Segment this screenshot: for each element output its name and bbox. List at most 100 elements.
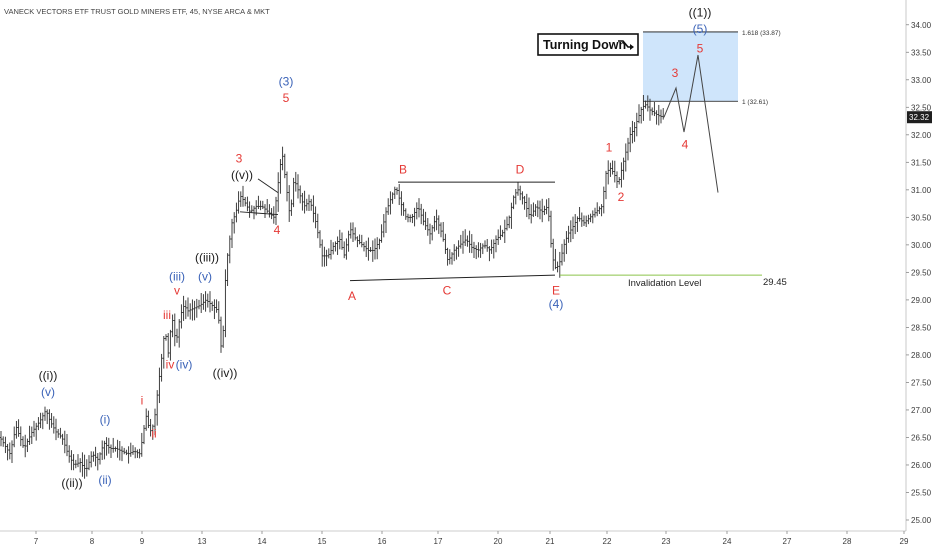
last-price-tag	[907, 111, 932, 124]
ohlc-bar	[48, 409, 51, 430]
ohlc-bar	[380, 224, 383, 243]
ohlc-bar	[543, 205, 546, 216]
wave-label: ii	[151, 426, 156, 440]
time-tick-label: 15	[318, 537, 327, 546]
time-tick-label: 9	[140, 537, 145, 546]
ohlc-bar	[521, 191, 524, 205]
wave-label: B	[399, 162, 407, 176]
price-tick-label: 30.50	[911, 213, 932, 222]
ohlc-bar	[413, 207, 416, 227]
wave-label: 5	[283, 91, 290, 105]
ohlc-bar	[620, 162, 623, 188]
wave-label: D	[516, 162, 525, 176]
ohlc-bar	[402, 202, 405, 216]
ohlc-bar	[479, 242, 482, 258]
ohlc-bar	[314, 206, 317, 229]
fib-level-label: 1.618 (33.87)	[742, 30, 781, 37]
ohlc-bar	[565, 231, 568, 255]
ohlc-bar	[369, 247, 372, 253]
price-tick-label: 29.00	[911, 296, 932, 305]
price-tick-label: 27.00	[911, 406, 932, 415]
ohlc-bar	[281, 146, 284, 171]
wave-label: v	[174, 283, 180, 297]
price-tick-label: 25.00	[911, 516, 932, 525]
ohlc-bar	[576, 216, 579, 232]
ohlc-bar	[468, 230, 471, 253]
time-tick-label: 24	[723, 537, 732, 546]
price-tick-label: 33.00	[911, 76, 932, 85]
wave-label: E	[552, 283, 560, 297]
price-tick-label: 31.50	[911, 158, 932, 167]
ohlc-bar	[587, 214, 590, 225]
time-axis: 7 8 9 13 14 15 16 17 20 21 22 23 24 27 28 29	[0, 530, 909, 546]
wave-label: (v)	[41, 385, 55, 399]
fib-level-label: 1 (32.61)	[742, 99, 768, 106]
ohlc-bar	[391, 192, 394, 204]
price-tick-label: 30.00	[911, 241, 932, 250]
ohlc-bar	[435, 209, 438, 231]
wave-label: 2	[618, 190, 625, 204]
arrow-down-right-icon	[618, 40, 634, 50]
wave-label: (iii)	[169, 270, 185, 284]
wave-label: ((iv))	[213, 366, 238, 380]
wave-label: (5)	[693, 22, 708, 36]
ohlc-bar	[609, 162, 612, 177]
price-tick-label: 27.50	[911, 378, 932, 387]
target-zone-layer: 1.618 (33.87) 1 (32.61)	[643, 30, 781, 106]
ohlc-bar	[336, 236, 339, 255]
projection-path	[663, 54, 719, 193]
price-tick-label: 31.00	[911, 186, 932, 195]
wave-label: 1	[606, 140, 613, 154]
triangle-lower-line	[349, 274, 556, 282]
ohlc-bar	[446, 247, 449, 266]
ohlc-bar	[259, 200, 262, 211]
invalidation-value: 29.45	[763, 277, 787, 288]
price-tick-label: 29.50	[911, 268, 932, 277]
wave-label: (3)	[279, 74, 294, 88]
price-tick-label: 33.50	[911, 48, 932, 57]
wave-label: (4)	[549, 297, 564, 311]
wave-label: ((1))	[689, 6, 712, 20]
ohlc-bar	[501, 229, 504, 238]
time-tick-label: 23	[662, 537, 671, 546]
wave-label: ((v))	[231, 168, 253, 182]
price-tick-label: 28.00	[911, 351, 932, 360]
time-tick-label: 20	[494, 537, 503, 546]
ohlc-bar	[510, 202, 513, 229]
time-tick-label: 29	[900, 537, 909, 546]
time-tick-label: 22	[603, 537, 612, 546]
wave-label: A	[348, 289, 356, 303]
ohlc-bar	[303, 190, 306, 214]
price-tick-label: 34.00	[911, 21, 932, 30]
wave-label: 3	[236, 151, 243, 165]
turning-down-label: Turning Down	[543, 38, 626, 52]
turning-down-callout: Turning Down	[537, 33, 639, 56]
ohlc-bar	[270, 208, 273, 220]
time-tick-label: 27	[783, 537, 792, 546]
wave-label: C	[443, 283, 452, 297]
time-tick-label: 28	[843, 537, 852, 546]
ohlc-bar	[642, 95, 645, 121]
wave-label: (i)	[100, 413, 111, 427]
time-tick-label: 14	[258, 537, 267, 546]
price-tick-label: 26.50	[911, 433, 932, 442]
time-tick-label: 13	[198, 537, 207, 546]
ohlc-bar	[554, 248, 557, 270]
invalidation-label: Invalidation Level	[628, 278, 701, 289]
ohlc-bar	[598, 206, 601, 214]
ohlc-bar	[457, 240, 460, 257]
ohlc-bar	[424, 211, 427, 230]
wave-label: iii	[163, 308, 171, 322]
wave-label: i	[141, 393, 144, 407]
time-tick-label: 21	[546, 537, 555, 546]
wave-label: (iv)	[176, 358, 193, 372]
ohlc-bar	[653, 101, 656, 117]
price-tick-label: 28.50	[911, 323, 932, 332]
time-tick-label: 7	[34, 537, 39, 546]
ohlc-bar	[631, 120, 634, 144]
flag-line	[257, 178, 279, 193]
wave-label: 4	[274, 223, 281, 237]
price-tick-label: 32.50	[911, 103, 932, 112]
